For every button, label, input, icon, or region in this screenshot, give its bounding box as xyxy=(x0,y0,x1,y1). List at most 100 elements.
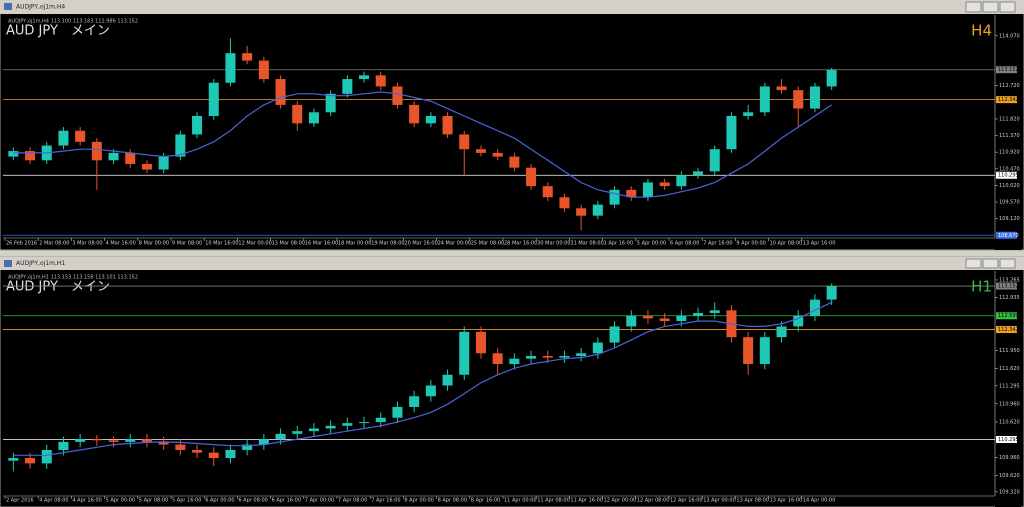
x-tick-label: 25 Mar 08:00 xyxy=(471,241,504,247)
x-tick-label: 26 Feb 2016 xyxy=(6,241,37,247)
candle-body xyxy=(793,315,804,327)
candle-body xyxy=(91,439,102,441)
candle-body xyxy=(125,152,136,164)
candle-body xyxy=(743,112,754,116)
candle-body xyxy=(475,331,486,354)
x-tick-label: 8 Apr 00:00 xyxy=(404,498,433,504)
candle-body xyxy=(626,189,637,198)
x-tick-label: 4 Apr 16:00 xyxy=(72,498,101,504)
candle-body xyxy=(258,60,269,80)
window-title: AUDJPY,oj1m,H1 xyxy=(16,260,65,267)
candle-body xyxy=(559,197,570,209)
x-tick-label: 6 Apr 00:00 xyxy=(205,498,234,504)
x-tick-label: 19 Mar 08:00 xyxy=(371,241,404,247)
candle-body xyxy=(709,149,720,172)
price-label: 112.599 xyxy=(998,313,1019,319)
y-tick-label: 109.570 xyxy=(999,200,1020,206)
x-tick-label: 28 Mar 16:00 xyxy=(504,241,537,247)
moving-average xyxy=(13,91,832,198)
candle-body xyxy=(342,79,353,94)
x-tick-label: 9 Mar 08:00 xyxy=(172,241,202,247)
window-frame xyxy=(0,256,1024,507)
x-tick-label: 20 Mar 16:00 xyxy=(404,241,437,247)
candle-body xyxy=(308,428,319,432)
candle-body xyxy=(392,406,403,418)
candle-body xyxy=(325,93,336,113)
x-tick-label: 31 Mar 08:00 xyxy=(570,241,603,247)
x-tick-label: 6 Apr 16:00 xyxy=(272,498,301,504)
candle-body xyxy=(776,86,787,91)
candle-body xyxy=(25,458,36,464)
candle-body xyxy=(693,313,704,316)
candle-body xyxy=(559,355,570,358)
timeframe-label: H1 xyxy=(971,278,992,296)
y-tick-label: 109.620 xyxy=(999,473,1020,479)
candle-body xyxy=(642,182,653,198)
maximize-button[interactable] xyxy=(982,1,999,13)
moving-average xyxy=(13,301,832,456)
candle-body xyxy=(25,151,36,161)
candle-body xyxy=(492,152,503,157)
x-tick-label: 11 Apr 08:00 xyxy=(537,498,570,504)
y-tick-label: 111.620 xyxy=(999,366,1020,372)
y-tick-label: 110.620 xyxy=(999,420,1020,426)
price-label-box xyxy=(996,231,1017,239)
candle-body xyxy=(576,208,587,216)
maximize-button[interactable] xyxy=(982,258,999,269)
y-tick-label: 110.470 xyxy=(999,166,1020,172)
x-tick-label: 6 Apr 08:00 xyxy=(238,498,267,504)
candle-body xyxy=(275,433,286,440)
x-tick-label: 12 Mar 00:00 xyxy=(238,241,271,247)
close-button[interactable] xyxy=(999,258,1016,269)
candle-body xyxy=(91,141,102,161)
candle-body xyxy=(475,149,486,153)
candle-body xyxy=(175,134,186,157)
x-tick-label: 13 Apr 00:00 xyxy=(703,498,736,504)
candle-body xyxy=(743,337,754,365)
candle-body xyxy=(325,425,336,429)
minimize-button[interactable] xyxy=(965,258,982,269)
x-tick-label: 13 Apr 08:00 xyxy=(736,498,769,504)
x-tick-label: 4 Apr 08:00 xyxy=(39,498,68,504)
candle-body xyxy=(292,104,303,124)
candle-body xyxy=(576,353,587,356)
candle-body xyxy=(308,112,319,124)
timeframe-label: H4 xyxy=(971,22,992,40)
y-tick-label: 111.950 xyxy=(999,348,1020,354)
symbol-label: AUD JPY メイン xyxy=(6,280,110,295)
candle-body xyxy=(793,90,804,109)
candle-body xyxy=(141,439,152,442)
candle-body xyxy=(258,439,269,445)
candle-body xyxy=(392,86,403,105)
minimize-button[interactable] xyxy=(965,1,982,13)
x-tick-label: 4 Mar 16:00 xyxy=(106,241,136,247)
candle-body xyxy=(208,82,219,116)
candle-body xyxy=(676,175,687,187)
candle-body xyxy=(809,299,820,316)
x-tick-label: 2 Mar 08:00 xyxy=(39,241,69,247)
x-tick-label: 12 Apr 08:00 xyxy=(637,498,670,504)
candle-body xyxy=(192,449,203,453)
candle-body xyxy=(659,182,670,187)
close-button[interactable] xyxy=(999,1,1016,13)
price-label: 113.152 xyxy=(998,67,1019,73)
x-tick-label: 11 Apr 00:00 xyxy=(504,498,537,504)
candle-body xyxy=(158,441,169,445)
candle-body xyxy=(375,75,386,87)
x-tick-label: 5 Apr 00:00 xyxy=(637,241,666,247)
x-tick-label: 12 Apr 00:00 xyxy=(604,498,637,504)
price-label: 108.670 xyxy=(998,233,1019,239)
window-icon xyxy=(4,260,12,267)
price-label: 110.295 xyxy=(998,173,1019,179)
candle-body xyxy=(759,337,770,365)
window-icon xyxy=(4,3,12,10)
x-tick-label: 7 Apr 08:00 xyxy=(338,498,367,504)
candle-body xyxy=(626,315,637,327)
candle-body xyxy=(642,315,653,319)
candle-body xyxy=(275,79,286,105)
window-title: AUDJPY,oj1m,H4 xyxy=(16,4,65,11)
candle-body xyxy=(75,439,86,442)
y-tick-label: 114.070 xyxy=(999,33,1020,39)
title-bar xyxy=(0,0,1024,14)
x-tick-label: 7 Apr 16:00 xyxy=(371,498,400,504)
